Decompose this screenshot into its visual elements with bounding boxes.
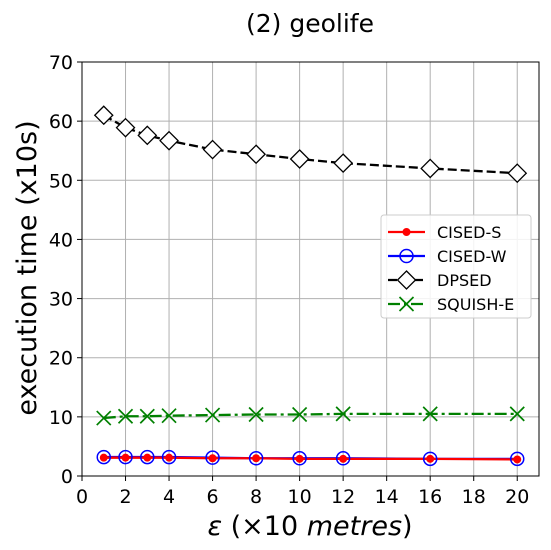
x-axis-label-unit: metres [307, 511, 402, 542]
data-point-squish-e [117, 408, 134, 424]
data-point-dpsed [159, 130, 179, 151]
legend-label-cised-s: CISED-S [437, 223, 501, 242]
y-tick-label: 40 [49, 229, 73, 251]
x-axis-label: ε (×10 metres) [207, 511, 412, 542]
legend-box [380, 214, 532, 319]
x-tick-label: 6 [207, 486, 219, 508]
data-point-cised-w [422, 451, 438, 467]
data-point-dpsed [93, 105, 114, 126]
x-axis-label-scale: (×10 [222, 511, 307, 542]
x-tick-label: 12 [331, 486, 355, 508]
series-line-cised-s [103, 456, 518, 461]
legend-marker-squish-e [398, 296, 415, 312]
data-point-squish-e [161, 408, 177, 424]
legend: CISED-S CISED-W DPSED SQUISH-E [380, 214, 532, 319]
data-point-cised-s [99, 453, 108, 462]
data-point-cised-w [509, 451, 525, 467]
x-axis-label-close: ) [402, 511, 413, 542]
data-point-squish-e-stroke [117, 408, 134, 424]
x-tick-label: 10 [288, 486, 312, 508]
data-point-dpsed [246, 144, 267, 165]
y-tick-label: 30 [49, 289, 73, 311]
data-point-dpsed [289, 149, 310, 169]
data-point-cised-s [252, 454, 261, 463]
legend-label-dpsed: DPSED [437, 271, 492, 290]
series-lines [103, 114, 518, 461]
data-point-squish-e-stroke [292, 406, 308, 423]
data-point-cised-w [118, 449, 133, 465]
data-point-dpsed [202, 139, 223, 160]
data-point-cised-s [339, 454, 348, 463]
data-point-cised-s [121, 453, 130, 462]
data-point-squish-e-stroke [204, 407, 221, 423]
x-tick-label: 0 [76, 486, 88, 508]
data-point-cised-s [143, 453, 152, 462]
data-point-cised-w [292, 451, 307, 466]
y-axis-label: execution time (x10s) [12, 120, 43, 415]
data-point-squish-e-stroke [139, 408, 155, 424]
y-axis-ticks: 0 10 20 30 40 50 60 70 [49, 52, 82, 488]
data-point-squish-e-stroke [161, 408, 177, 424]
x-tick-label: 16 [418, 486, 442, 508]
data-point-cised-s [513, 455, 522, 464]
data-point-squish-e-stroke [335, 406, 351, 422]
legend-marker-cised-s [402, 228, 411, 236]
plot-frame [81, 61, 540, 477]
data-point-dpsed [420, 158, 441, 179]
chart-title: (2) geolife [246, 9, 374, 38]
data-point-squish-e [248, 406, 264, 423]
data-point-cised-w [140, 449, 155, 465]
data-point-squish-e [292, 406, 308, 423]
data-point-cised-w [161, 449, 177, 465]
data-point-dpsed [333, 153, 354, 174]
data-point-cised-w [96, 449, 112, 465]
y-tick-label: 0 [61, 466, 73, 488]
data-point-dpsed [137, 125, 158, 146]
data-point-squish-e [335, 406, 351, 422]
y-tick-label: 70 [49, 52, 73, 74]
data-point-dpsed [115, 117, 136, 138]
data-point-cised-s [208, 454, 217, 463]
data-point-cised-s [165, 453, 174, 462]
data-point-squish-e [422, 406, 438, 422]
x-tick-label: 2 [119, 486, 131, 508]
data-point-cised-w [335, 451, 351, 466]
y-tick-label: 10 [49, 407, 73, 429]
data-point-dpsed [507, 163, 528, 184]
data-point-squish-e-stroke [509, 406, 525, 422]
x-axis-ticks: 0 2 4 6 8 10 12 14 16 18 20 [76, 476, 529, 508]
series-line-squish-e [103, 412, 518, 420]
y-tick-label: 20 [49, 348, 73, 370]
y-tick-label: 50 [49, 170, 73, 192]
data-point-cised-w [248, 451, 264, 466]
y-tick-label: 60 [49, 111, 73, 133]
legend-label-squish-e: SQUISH-E [437, 295, 514, 314]
legend-marker-squish-e-stroke [398, 296, 415, 312]
x-tick-label: 14 [375, 486, 399, 508]
data-point-squish-e-stroke [422, 406, 438, 422]
series-markers [93, 105, 528, 467]
data-point-cised-s [426, 454, 435, 463]
x-tick-label: 4 [163, 486, 175, 508]
data-point-squish-e [139, 408, 155, 424]
data-point-squish-e [204, 407, 221, 423]
data-point-squish-e-stroke [96, 410, 112, 426]
x-tick-label: 8 [250, 486, 262, 508]
series-line-dpsed [103, 114, 518, 175]
x-axis-label-symbol: ε [207, 511, 222, 542]
data-point-cised-w [205, 450, 220, 465]
x-tick-label: 20 [505, 486, 529, 508]
legend-label-cised-w: CISED-W [437, 247, 507, 266]
legend-marker-cised-w [399, 248, 414, 264]
x-tick-label: 18 [462, 486, 486, 508]
data-point-cised-s [295, 454, 304, 463]
data-point-squish-e [96, 410, 112, 426]
data-point-squish-e-stroke [248, 406, 264, 423]
legend-marker-dpsed [396, 270, 417, 290]
data-point-squish-e [509, 406, 525, 422]
